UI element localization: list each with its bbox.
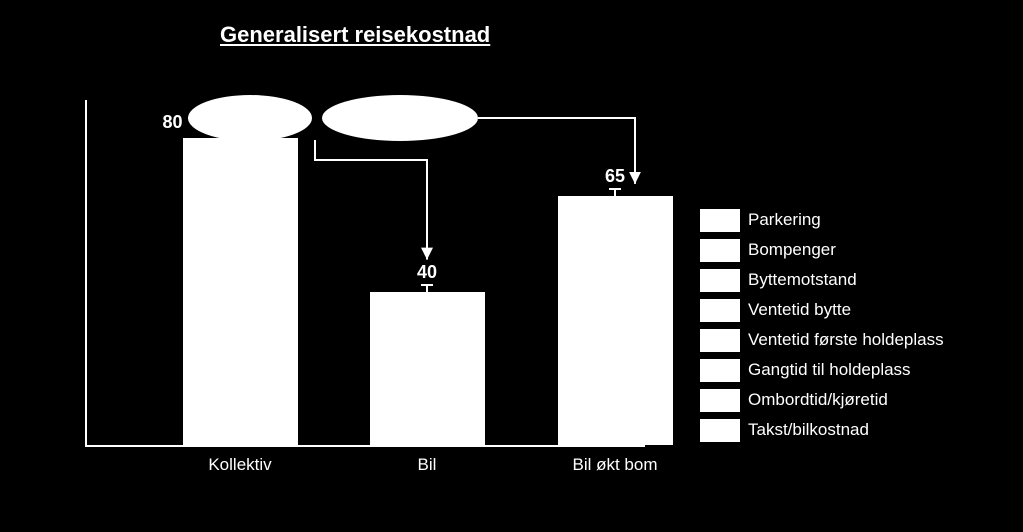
legend-label: Ventetid første holdeplass	[748, 330, 944, 350]
bar-value-label: 65	[590, 166, 640, 187]
legend-item: Ventetid første holdeplass	[700, 325, 944, 355]
bar-cap	[609, 188, 621, 190]
legend-item: Ventetid bytte	[700, 295, 851, 325]
legend-item: Byttemotstand	[700, 265, 857, 295]
legend-label: Byttemotstand	[748, 270, 857, 290]
category-label: Bil	[347, 455, 507, 475]
x-axis	[85, 445, 645, 447]
legend-swatch	[700, 389, 740, 412]
legend-label: Gangtid til holdeplass	[748, 360, 911, 380]
legend-swatch	[700, 299, 740, 322]
annotation-arrows	[0, 0, 1023, 532]
legend-label: Ventetid bytte	[748, 300, 851, 320]
legend-swatch	[700, 419, 740, 442]
chart-frame: Generalisert reisekostnad80Kollektiv40Bi…	[0, 0, 1023, 532]
legend-item: Ombordtid/kjøretid	[700, 385, 888, 415]
legend-swatch	[700, 239, 740, 262]
legend-swatch	[700, 209, 740, 232]
bar-cap	[421, 284, 433, 286]
legend-label: Bompenger	[748, 240, 836, 260]
annotation-ellipse	[322, 95, 478, 141]
legend-item: Parkering	[700, 205, 821, 235]
legend-item: Takst/bilkostnad	[700, 415, 869, 445]
legend-item: Bompenger	[700, 235, 836, 265]
annotation-ellipse	[188, 95, 312, 141]
legend-swatch	[700, 359, 740, 382]
bar	[183, 138, 298, 445]
chart-title: Generalisert reisekostnad	[220, 22, 490, 48]
legend-label: Takst/bilkostnad	[748, 420, 869, 440]
legend-swatch	[700, 329, 740, 352]
category-label: Kollektiv	[160, 455, 320, 475]
bar	[558, 196, 673, 445]
legend-label: Parkering	[748, 210, 821, 230]
bar-value-label: 40	[402, 262, 452, 283]
category-label: Bil økt bom	[535, 455, 695, 475]
bar	[370, 292, 485, 445]
legend-swatch	[700, 269, 740, 292]
legend-label: Ombordtid/kjøretid	[748, 390, 888, 410]
y-axis	[85, 100, 87, 445]
legend-item: Gangtid til holdeplass	[700, 355, 911, 385]
